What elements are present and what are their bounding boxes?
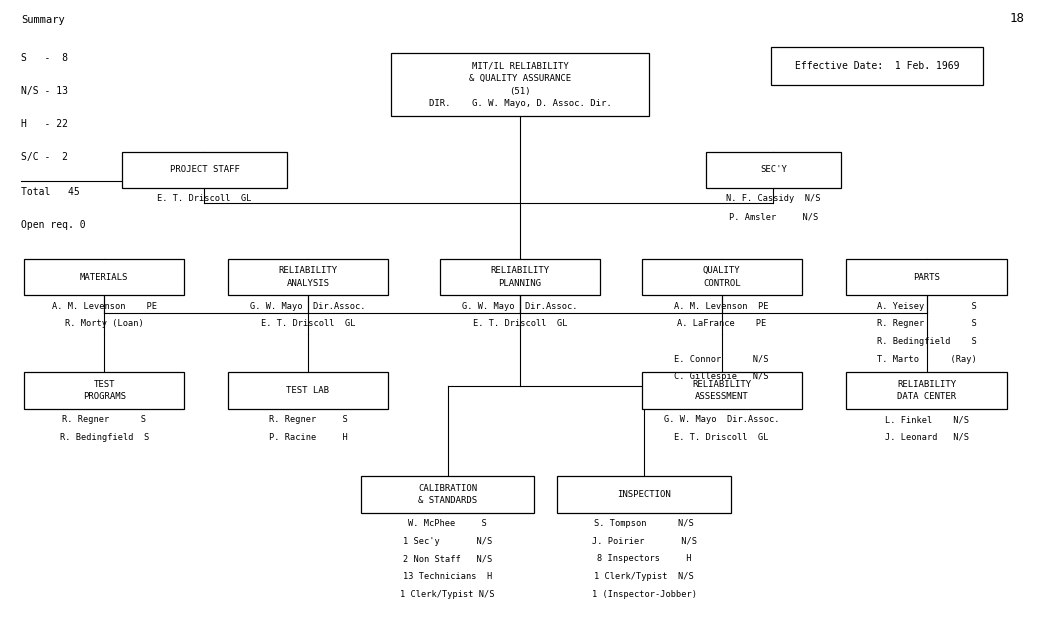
Text: E. T. Driscoll  GL: E. T. Driscoll GL: [261, 319, 356, 328]
FancyBboxPatch shape: [228, 372, 388, 409]
Text: E. Connor      N/S: E. Connor N/S: [675, 354, 769, 364]
Text: L. Finkel    N/S: L. Finkel N/S: [885, 415, 968, 424]
Text: PROGRAMS: PROGRAMS: [82, 392, 126, 401]
Text: G. W. Mayo  Dir.Assoc.: G. W. Mayo Dir.Assoc.: [664, 415, 779, 424]
Text: 1 (Inspector-Jobber): 1 (Inspector-Jobber): [592, 590, 697, 598]
Text: & STANDARDS: & STANDARDS: [418, 496, 477, 505]
Text: C. Gillespie   N/S: C. Gillespie N/S: [675, 372, 769, 381]
Text: RELIABILITY: RELIABILITY: [491, 266, 549, 275]
Text: PARTS: PARTS: [913, 272, 940, 282]
Text: E. T. Driscoll  GL: E. T. Driscoll GL: [473, 319, 567, 328]
Text: PROJECT STAFF: PROJECT STAFF: [170, 165, 239, 174]
Text: S. Tompson      N/S: S. Tompson N/S: [594, 519, 694, 528]
Text: 2 Non Staff   N/S: 2 Non Staff N/S: [402, 555, 492, 563]
FancyBboxPatch shape: [24, 259, 184, 295]
Text: CONTROL: CONTROL: [703, 279, 740, 287]
Text: A. LaFrance    PE: A. LaFrance PE: [677, 319, 766, 328]
Text: & QUALITY ASSURANCE: & QUALITY ASSURANCE: [469, 74, 571, 83]
Text: G. W. Mayo  Dir.Assoc.: G. W. Mayo Dir.Assoc.: [462, 301, 578, 310]
Text: G. W. Mayo  Dir.Assoc.: G. W. Mayo Dir.Assoc.: [251, 301, 366, 310]
Text: S/C -  2: S/C - 2: [22, 151, 69, 162]
Text: N. F. Cassidy  N/S: N. F. Cassidy N/S: [726, 195, 821, 204]
Text: T. Marto      (Ray): T. Marto (Ray): [877, 354, 977, 364]
Text: (51): (51): [510, 86, 530, 95]
FancyBboxPatch shape: [24, 372, 184, 409]
Text: ANALYSIS: ANALYSIS: [286, 279, 330, 287]
Text: J. Leonard   N/S: J. Leonard N/S: [885, 432, 968, 442]
FancyBboxPatch shape: [391, 53, 649, 116]
Text: PLANNING: PLANNING: [498, 279, 542, 287]
Text: P. Racine     H: P. Racine H: [268, 432, 347, 442]
Text: P. Amsler     N/S: P. Amsler N/S: [729, 212, 818, 221]
Text: DATA CENTER: DATA CENTER: [896, 392, 956, 401]
Text: R. Bedingfield  S: R. Bedingfield S: [59, 432, 149, 442]
Text: Effective Date:  1 Feb. 1969: Effective Date: 1 Feb. 1969: [795, 61, 959, 71]
Text: E. T. Driscoll  GL: E. T. Driscoll GL: [157, 195, 252, 204]
FancyBboxPatch shape: [706, 151, 840, 188]
Text: CALIBRATION: CALIBRATION: [418, 484, 477, 493]
Text: 1 Clerk/Typist  N/S: 1 Clerk/Typist N/S: [594, 572, 694, 581]
Text: A. M. Levenson    PE: A. M. Levenson PE: [52, 301, 157, 310]
Text: R. Regner     S: R. Regner S: [268, 415, 347, 424]
Text: 1 Sec'y       N/S: 1 Sec'y N/S: [402, 537, 492, 546]
Text: 13 Technicians  H: 13 Technicians H: [402, 572, 492, 581]
Text: J. Poirier       N/S: J. Poirier N/S: [592, 537, 697, 546]
FancyBboxPatch shape: [847, 259, 1007, 295]
Text: SEC'Y: SEC'Y: [760, 165, 787, 174]
Text: 8 Inspectors     H: 8 Inspectors H: [597, 555, 692, 563]
Text: N/S - 13: N/S - 13: [22, 86, 69, 96]
Text: TEST: TEST: [94, 380, 114, 389]
Text: E. T. Driscoll  GL: E. T. Driscoll GL: [675, 432, 769, 442]
Text: QUALITY: QUALITY: [703, 266, 740, 275]
Text: MIT/IL RELIABILITY: MIT/IL RELIABILITY: [471, 61, 569, 71]
Text: RELIABILITY: RELIABILITY: [279, 266, 338, 275]
Text: TEST LAB: TEST LAB: [286, 386, 330, 395]
Text: MATERIALS: MATERIALS: [80, 272, 128, 282]
FancyBboxPatch shape: [557, 476, 731, 513]
Text: R. Regner         S: R. Regner S: [877, 319, 977, 328]
Text: H   - 22: H - 22: [22, 119, 69, 128]
Text: A. Yeisey         S: A. Yeisey S: [877, 301, 977, 310]
Text: RELIABILITY: RELIABILITY: [693, 380, 751, 389]
Text: W. McPhee     S: W. McPhee S: [409, 519, 487, 528]
Text: Summary: Summary: [22, 15, 66, 25]
FancyBboxPatch shape: [642, 372, 802, 409]
Text: R. Morty (Loan): R. Morty (Loan): [64, 319, 144, 328]
FancyBboxPatch shape: [228, 259, 388, 295]
FancyBboxPatch shape: [122, 151, 287, 188]
Text: 1 Clerk/Typist N/S: 1 Clerk/Typist N/S: [400, 590, 495, 598]
Text: 18: 18: [1010, 12, 1024, 25]
FancyBboxPatch shape: [361, 476, 535, 513]
Text: Open req. 0: Open req. 0: [22, 220, 86, 230]
Text: INSPECTION: INSPECTION: [618, 490, 671, 499]
FancyBboxPatch shape: [642, 259, 802, 295]
Text: ASSESSMENT: ASSESSMENT: [695, 392, 749, 401]
FancyBboxPatch shape: [440, 259, 600, 295]
Text: R. Bedingfield    S: R. Bedingfield S: [877, 337, 977, 346]
Text: RELIABILITY: RELIABILITY: [896, 380, 956, 389]
Text: S   -  8: S - 8: [22, 53, 69, 63]
Text: DIR.    G. W. Mayo, D. Assoc. Dir.: DIR. G. W. Mayo, D. Assoc. Dir.: [428, 99, 612, 108]
FancyBboxPatch shape: [847, 372, 1007, 409]
FancyBboxPatch shape: [771, 47, 983, 85]
Text: Total   45: Total 45: [22, 188, 80, 198]
Text: A. M. Levenson  PE: A. M. Levenson PE: [675, 301, 769, 310]
Text: R. Regner      S: R. Regner S: [62, 415, 147, 424]
